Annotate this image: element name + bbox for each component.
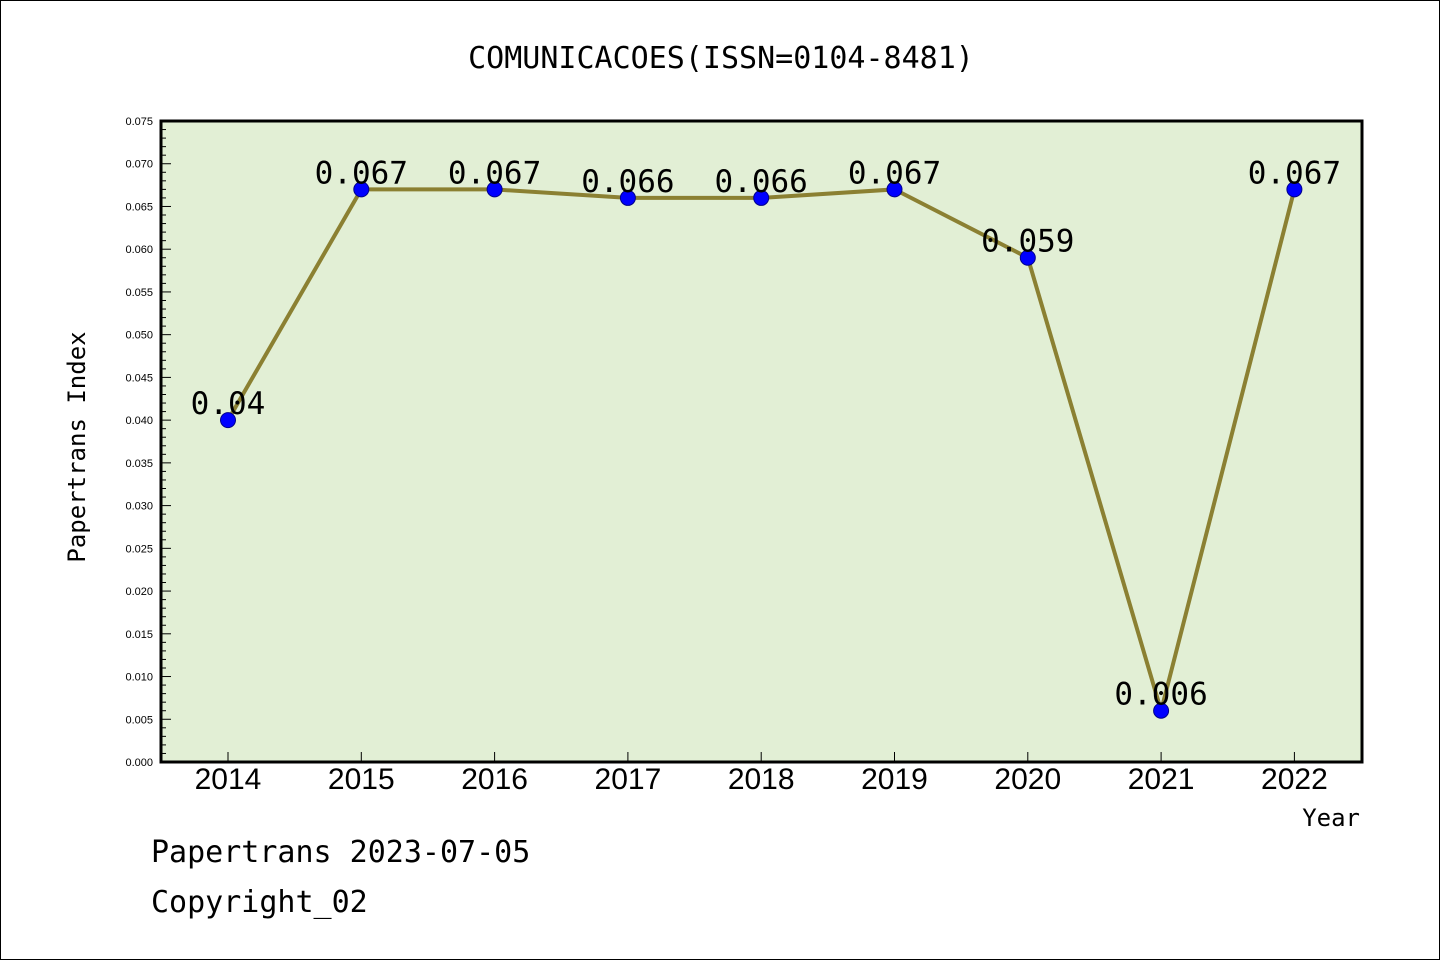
- data-point: [353, 181, 370, 198]
- x-tick-label: 2018: [728, 763, 795, 796]
- x-tick-label: 2021: [1128, 763, 1195, 796]
- data-label: 0.059: [981, 224, 1074, 260]
- y-tick-label: 0.060: [125, 244, 153, 256]
- data-label: 0.066: [581, 164, 674, 200]
- y-tick-label: 0.025: [125, 543, 153, 555]
- y-tick-label: 0.030: [125, 501, 153, 513]
- data-label: 0.066: [715, 164, 808, 200]
- data-point: [486, 181, 503, 198]
- x-axis: 2014 2015 2016 2017 2018 2019 2020 2021 2022: [195, 752, 1328, 796]
- data-point: [220, 412, 236, 429]
- x-tick-label: 2016: [461, 763, 528, 796]
- data-point: [1153, 702, 1170, 719]
- data-label: 0.04: [191, 386, 266, 422]
- y-axis: 0.000 0.005 0.010 0.015 0.020 0.025 0.030 0.035…: [125, 116, 171, 769]
- chart-title: COMUNICACOES(ISSN=0104-8481): [468, 41, 974, 76]
- x-tick-label: 2015: [328, 763, 395, 796]
- data-label: 0.067: [1248, 155, 1341, 191]
- y-tick-label: 0.075: [125, 116, 153, 128]
- y-tick-label: 0.055: [125, 287, 153, 299]
- footer-copyright: Copyright_02: [151, 885, 368, 920]
- y-tick-label: 0.065: [125, 201, 153, 213]
- y-tick-label: 0.070: [125, 159, 153, 171]
- x-tick-label: 2017: [595, 763, 662, 796]
- x-tick-label: 2022: [1261, 763, 1328, 796]
- y-tick-label: 0.035: [125, 458, 153, 470]
- x-tick-label: 2020: [994, 763, 1061, 796]
- y-tick-label: 0.045: [125, 372, 153, 384]
- x-axis-label: Year: [1302, 804, 1360, 832]
- data-label: 0.067: [848, 155, 941, 191]
- data-point: [1286, 181, 1303, 198]
- data-point: [1019, 249, 1036, 266]
- y-tick-label: 0.040: [125, 415, 153, 427]
- data-point: [619, 189, 636, 206]
- data-point: [886, 181, 903, 198]
- data-labels: 0.04 0.067 0.067 0.066 0.066 0.067 0.059 0.006 0…: [191, 155, 1341, 712]
- y-tick-label: 0.020: [125, 586, 153, 598]
- x-tick-label: 2014: [195, 763, 262, 796]
- data-label: 0.067: [315, 155, 408, 191]
- plot-area: [159, 119, 1364, 764]
- series-line-group: [220, 181, 1303, 719]
- y-tick-label: 0.010: [125, 672, 153, 684]
- data-point: [753, 189, 770, 206]
- y-tick-label: 0.000: [125, 757, 153, 769]
- y-tick-label: 0.005: [125, 714, 153, 726]
- y-axis-label: Papertrans Index: [63, 331, 91, 562]
- data-label: 0.006: [1114, 677, 1207, 713]
- data-label: 0.067: [448, 155, 541, 191]
- y-tick-label: 0.015: [125, 629, 153, 641]
- y-tick-label: 0.050: [125, 330, 153, 342]
- x-tick-label: 2019: [861, 763, 928, 796]
- footer-date: Papertrans 2023-07-05: [151, 835, 531, 870]
